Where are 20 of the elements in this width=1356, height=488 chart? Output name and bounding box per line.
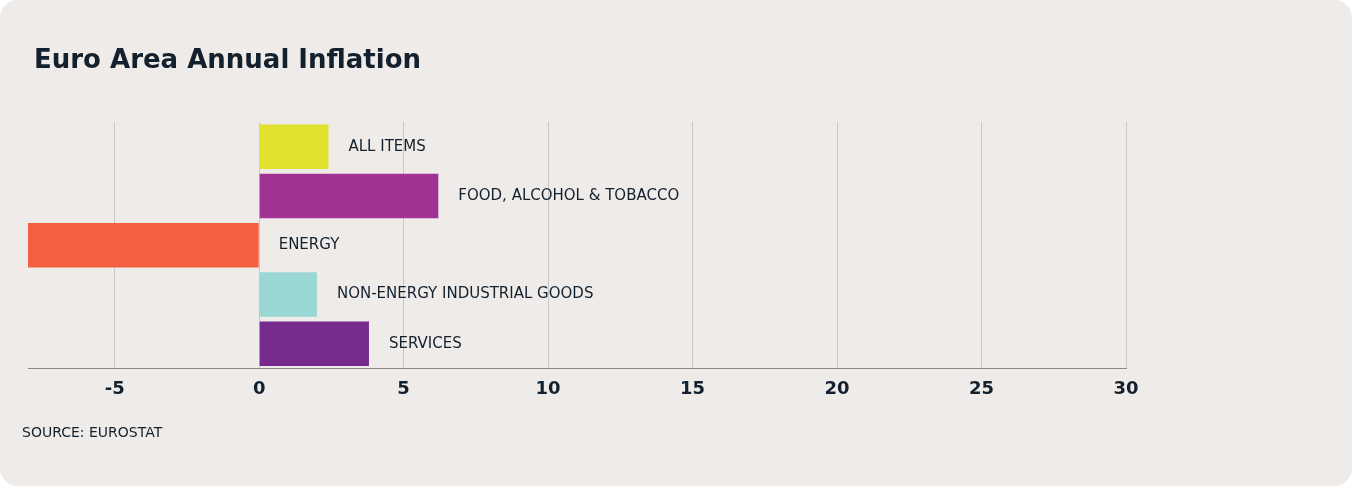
bar (259, 173, 439, 219)
source-note: SOURCE: EUROSTAT (22, 424, 163, 440)
y-tick-label: ALL ITEMS (348, 136, 426, 155)
bar (259, 124, 329, 169)
x-tick-label: 30 (1113, 376, 1139, 398)
x-tick-label: -5 (104, 376, 125, 398)
x-tick-label: 0 (252, 376, 266, 398)
x-tick-label: 20 (824, 376, 850, 398)
bar (28, 222, 259, 268)
x-tick-label: 5 (397, 376, 410, 398)
y-tick-label: NON-ENERGY INDUSTRIAL GOODS (336, 284, 594, 303)
y-tick-label: FOOD, ALCOHOL & TOBACCO (458, 185, 680, 204)
x-tick-label: 10 (535, 376, 561, 398)
x-tick-label: 25 (969, 376, 995, 398)
y-tick-label: ENERGY (278, 235, 341, 254)
x-tick-label: 15 (680, 376, 706, 398)
bar (259, 272, 317, 317)
y-tick-label: SERVICES (388, 333, 462, 352)
chart-title: Euro Area Annual Inflation (34, 44, 422, 74)
bar (259, 321, 369, 366)
